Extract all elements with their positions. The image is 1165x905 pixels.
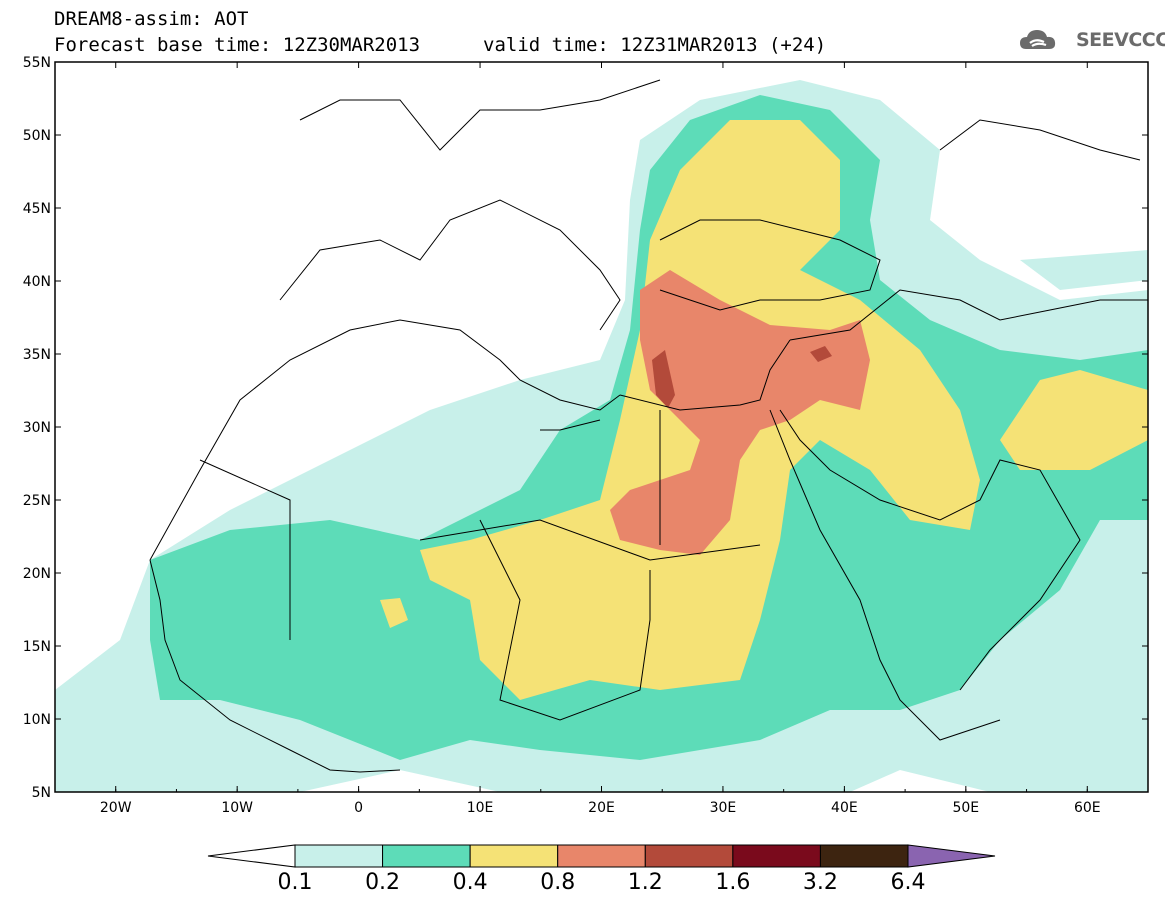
colorbar-label: 0.2 [365, 870, 401, 895]
aot-contour-0.8 [610, 270, 870, 555]
lon-label: 10E [467, 800, 494, 816]
lon-label: 10W [221, 800, 253, 816]
valid-time: valid time: 12Z31MAR2013 (+24) [483, 34, 827, 56]
colorbar-label: 1.6 [715, 870, 751, 895]
cloud-icon [1020, 30, 1056, 49]
colorbar-label: 1.2 [627, 870, 663, 895]
logo-text: SEEVCCC [1076, 29, 1165, 51]
lat-label: 55N [23, 55, 51, 71]
lon-label: 40E [831, 800, 858, 816]
lat-label: 45N [23, 201, 51, 217]
lat-label: 40N [23, 274, 51, 290]
lat-label: 20N [23, 566, 51, 582]
aot-contour-1.2 [652, 350, 675, 408]
lon-label: 0 [354, 800, 363, 816]
lat-label: 35N [23, 347, 51, 363]
lat-label: 5N [32, 785, 51, 801]
colorbar-label: 0.4 [452, 870, 488, 895]
lon-label: 50E [952, 800, 979, 816]
lon-label: 30E [710, 800, 737, 816]
coastlines [149, 79, 1148, 773]
map-title: DREAM8-assim: AOT [54, 8, 249, 30]
lon-label: 60E [1074, 800, 1101, 816]
lat-label: 30N [23, 420, 51, 436]
forecast-base-time: Forecast base time: 12Z30MAR2013 [54, 34, 421, 56]
aot-field [55, 62, 1148, 792]
lon-label: 20E [588, 800, 615, 816]
colorbar-label: 0.1 [277, 870, 313, 895]
colorbar-label: 3.2 [802, 870, 838, 895]
lat-label: 15N [23, 639, 51, 655]
lon-label: 20W [100, 800, 132, 816]
colorbar-label: 0.8 [540, 870, 576, 895]
colorbar-label: 6.4 [890, 870, 926, 895]
axis-ticks [54, 61, 1149, 793]
lat-label: 25N [23, 493, 51, 509]
axis-tick-labels: 55N 50N 45N 40N 35N 30N 25N 20N 15N 10N 5N 20W 10W 0 1… [23, 55, 1101, 816]
lat-label: 10N [23, 712, 51, 728]
lat-label: 50N [23, 128, 51, 144]
